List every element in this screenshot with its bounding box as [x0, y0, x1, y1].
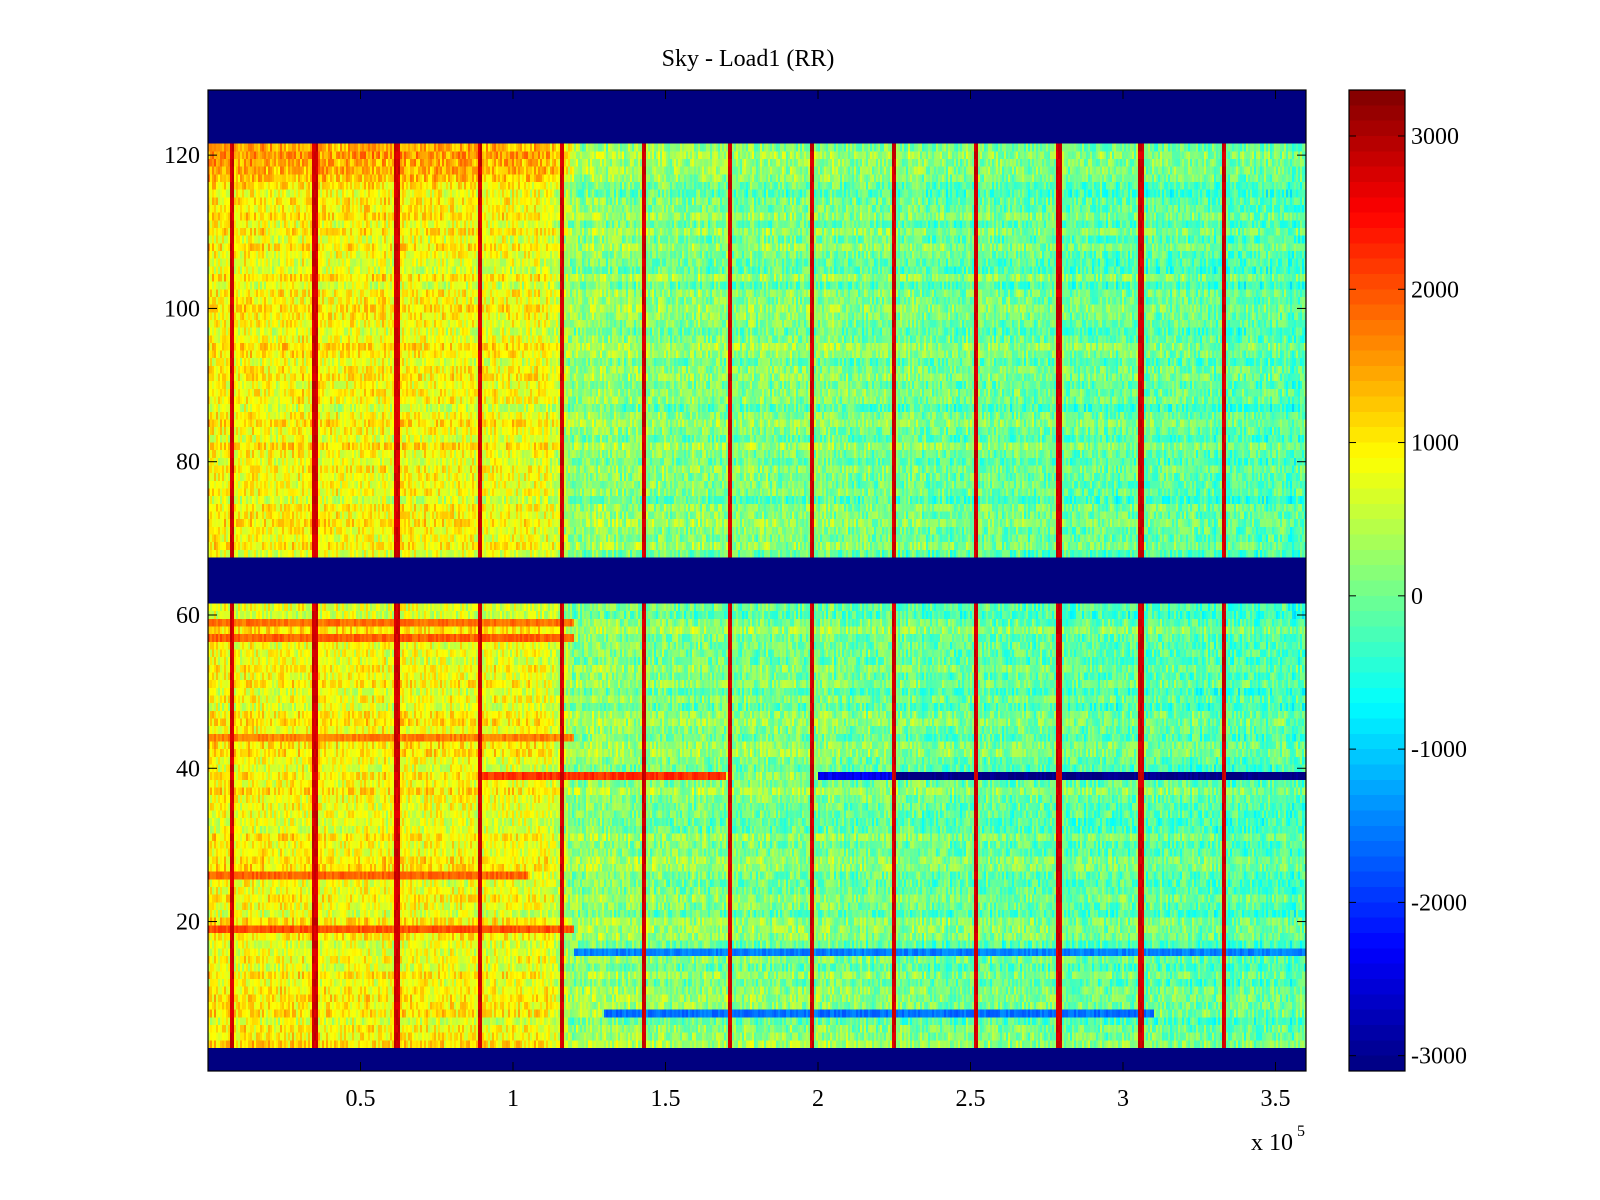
x-tick-label: 3	[1117, 1086, 1129, 1112]
plot-frame	[207, 89, 1307, 1072]
y-tick-label: 120	[164, 143, 200, 169]
colorbar-tick-label: 3000	[1411, 124, 1459, 150]
heatmap-plot-area	[208, 90, 1306, 1071]
y-tick-label: 100	[164, 296, 200, 322]
colorbar-tick-label: -2000	[1411, 890, 1467, 916]
colorbar-tick-label: 2000	[1411, 277, 1459, 303]
x-tick-label: 1.5	[651, 1086, 681, 1112]
x-multiplier-exponent: 5	[1297, 1123, 1305, 1140]
y-tick-label: 80	[176, 450, 200, 476]
colorbar: 3000 2000 1000 0 -1000 -2000 -3000	[1348, 89, 1467, 1072]
x-tick-label: 2	[812, 1086, 824, 1112]
x-axis: 0.5 1 1.5 2 2.5 3 3.5	[346, 90, 1291, 1112]
colorbar-tick-label: -1000	[1411, 737, 1467, 763]
x-tick-label: 0.5	[346, 1086, 376, 1112]
colorbar-tick-label: 1000	[1411, 431, 1459, 457]
colorbar-ticks: 3000 2000 1000 0 -1000 -2000 -3000	[1349, 124, 1467, 1070]
x-tick-label: 2.5	[956, 1086, 986, 1112]
heatmap-image	[208, 90, 1306, 1071]
y-tick-label: 40	[176, 756, 200, 782]
x-multiplier: x 10 5	[1251, 1123, 1305, 1156]
x-tick-label: 1	[507, 1086, 519, 1112]
x-multiplier-label: x 10	[1251, 1130, 1293, 1156]
colorbar-frame	[1348, 89, 1406, 1072]
y-tick-label: 20	[176, 910, 200, 936]
x-tick-label: 3.5	[1261, 1086, 1291, 1112]
y-tick-label: 60	[176, 603, 200, 629]
colorbar-gradient	[1349, 90, 1405, 1071]
y-axis: 20 40 60 80 100 120	[164, 143, 1306, 936]
chart-title: Sky - Load1 (RR)	[662, 46, 835, 72]
colorbar-tick-label: 0	[1411, 584, 1423, 610]
colorbar-tick-label: -3000	[1411, 1044, 1467, 1070]
